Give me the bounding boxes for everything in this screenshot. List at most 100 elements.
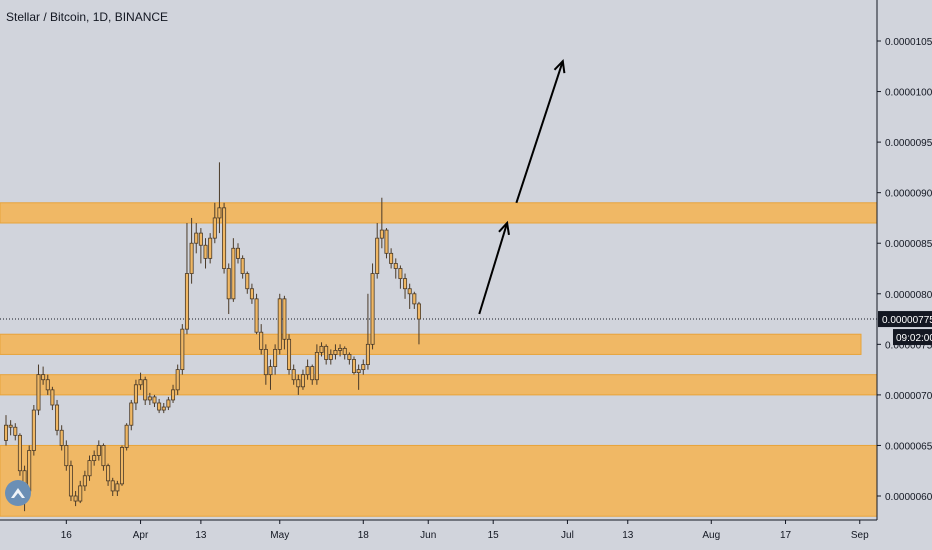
candle-body[interactable]: [8, 424, 13, 428]
candle-body[interactable]: [73, 495, 78, 502]
candle-body[interactable]: [235, 247, 240, 259]
candle-body[interactable]: [347, 354, 352, 360]
candle-body[interactable]: [291, 369, 296, 381]
candle-body[interactable]: [277, 298, 282, 350]
candle-body[interactable]: [282, 298, 287, 340]
candle-body[interactable]: [161, 406, 166, 411]
candle-body[interactable]: [217, 207, 222, 219]
support-resistance-zone[interactable]: [0, 333, 862, 355]
candle-body[interactable]: [13, 426, 18, 436]
support-resistance-zone[interactable]: [0, 374, 878, 396]
candle-body[interactable]: [198, 232, 203, 246]
candle-body[interactable]: [106, 465, 111, 482]
candle-body[interactable]: [36, 374, 41, 411]
candle-body[interactable]: [138, 379, 143, 386]
candle-body[interactable]: [152, 396, 157, 404]
candle-body[interactable]: [324, 345, 329, 360]
candle-body[interactable]: [398, 268, 403, 280]
countdown-label: 09:02:00: [896, 333, 932, 344]
candle-body[interactable]: [263, 348, 268, 376]
support-resistance-zone[interactable]: [0, 444, 878, 517]
candle-body[interactable]: [393, 263, 398, 269]
candle-body[interactable]: [314, 352, 319, 381]
candle-body[interactable]: [147, 396, 152, 401]
candle-body[interactable]: [194, 232, 199, 244]
candle-body[interactable]: [115, 483, 120, 492]
candle-body[interactable]: [407, 288, 412, 295]
candle-body[interactable]: [50, 389, 55, 406]
candle-body[interactable]: [254, 298, 259, 333]
candle-body[interactable]: [319, 345, 324, 353]
candle-body[interactable]: [143, 379, 148, 401]
candle-body[interactable]: [328, 354, 333, 360]
candle-body[interactable]: [101, 445, 106, 467]
candle-body[interactable]: [403, 278, 408, 290]
candle-body[interactable]: [157, 402, 162, 411]
candle-body[interactable]: [55, 404, 60, 431]
candle-body[interactable]: [273, 348, 278, 367]
x-tick-label: Jun: [420, 530, 436, 541]
candle-body[interactable]: [296, 379, 301, 388]
candle-body[interactable]: [365, 343, 370, 365]
tradingview-logo-icon[interactable]: [5, 480, 31, 506]
projection-arrow-line[interactable]: [515, 60, 564, 204]
candle-body[interactable]: [129, 402, 134, 426]
candle-body[interactable]: [64, 445, 69, 467]
candle-body[interactable]: [96, 445, 101, 456]
candle-body[interactable]: [82, 475, 87, 487]
candle-body[interactable]: [226, 268, 231, 300]
candle-body[interactable]: [375, 237, 380, 274]
candle-body[interactable]: [41, 374, 46, 381]
candle-body[interactable]: [133, 384, 138, 404]
candle-body[interactable]: [203, 244, 208, 259]
candle-body[interactable]: [78, 485, 83, 502]
candle-body[interactable]: [171, 389, 176, 401]
candle-body[interactable]: [208, 237, 213, 259]
candle-body[interactable]: [231, 247, 236, 300]
candle-body[interactable]: [87, 460, 92, 477]
candle-body[interactable]: [389, 252, 394, 264]
candle-body[interactable]: [166, 399, 171, 408]
candle-body[interactable]: [59, 429, 64, 446]
candle-body[interactable]: [249, 288, 254, 300]
support-resistance-zone[interactable]: [0, 202, 878, 224]
candle-body[interactable]: [305, 366, 310, 376]
candle-body[interactable]: [287, 338, 292, 371]
candle-body[interactable]: [212, 217, 217, 239]
candle-body[interactable]: [259, 331, 264, 350]
projection-arrow-line[interactable]: [478, 222, 509, 315]
candle-body[interactable]: [310, 366, 315, 381]
candle-body[interactable]: [31, 409, 36, 451]
candle-body[interactable]: [189, 242, 194, 274]
candle-body[interactable]: [351, 359, 356, 374]
candle-body[interactable]: [180, 328, 185, 371]
candle-body[interactable]: [384, 229, 389, 254]
candle-body[interactable]: [4, 424, 9, 441]
candle-body[interactable]: [17, 434, 22, 472]
candle-body[interactable]: [361, 364, 366, 371]
x-tick-label: May: [270, 530, 289, 541]
candle-body[interactable]: [356, 369, 361, 374]
candle-body[interactable]: [379, 229, 384, 239]
candle-body[interactable]: [175, 369, 180, 391]
candle-body[interactable]: [338, 347, 343, 351]
candle-body[interactable]: [268, 366, 273, 376]
candle-body[interactable]: [240, 257, 245, 274]
candle-body[interactable]: [370, 273, 375, 345]
candle-body[interactable]: [333, 349, 338, 355]
candle-body[interactable]: [245, 273, 250, 290]
candle-body[interactable]: [45, 379, 50, 391]
candle-body[interactable]: [68, 465, 73, 497]
candle-body[interactable]: [342, 347, 347, 355]
candle-body[interactable]: [412, 293, 417, 305]
candle-body[interactable]: [110, 480, 115, 492]
candle-body[interactable]: [300, 374, 305, 388]
candle-body[interactable]: [222, 207, 227, 269]
candle-body[interactable]: [416, 303, 421, 320]
candle-body[interactable]: [124, 424, 129, 448]
candle-body[interactable]: [184, 273, 189, 330]
candle-body[interactable]: [120, 447, 125, 485]
candle-body[interactable]: [92, 455, 97, 462]
